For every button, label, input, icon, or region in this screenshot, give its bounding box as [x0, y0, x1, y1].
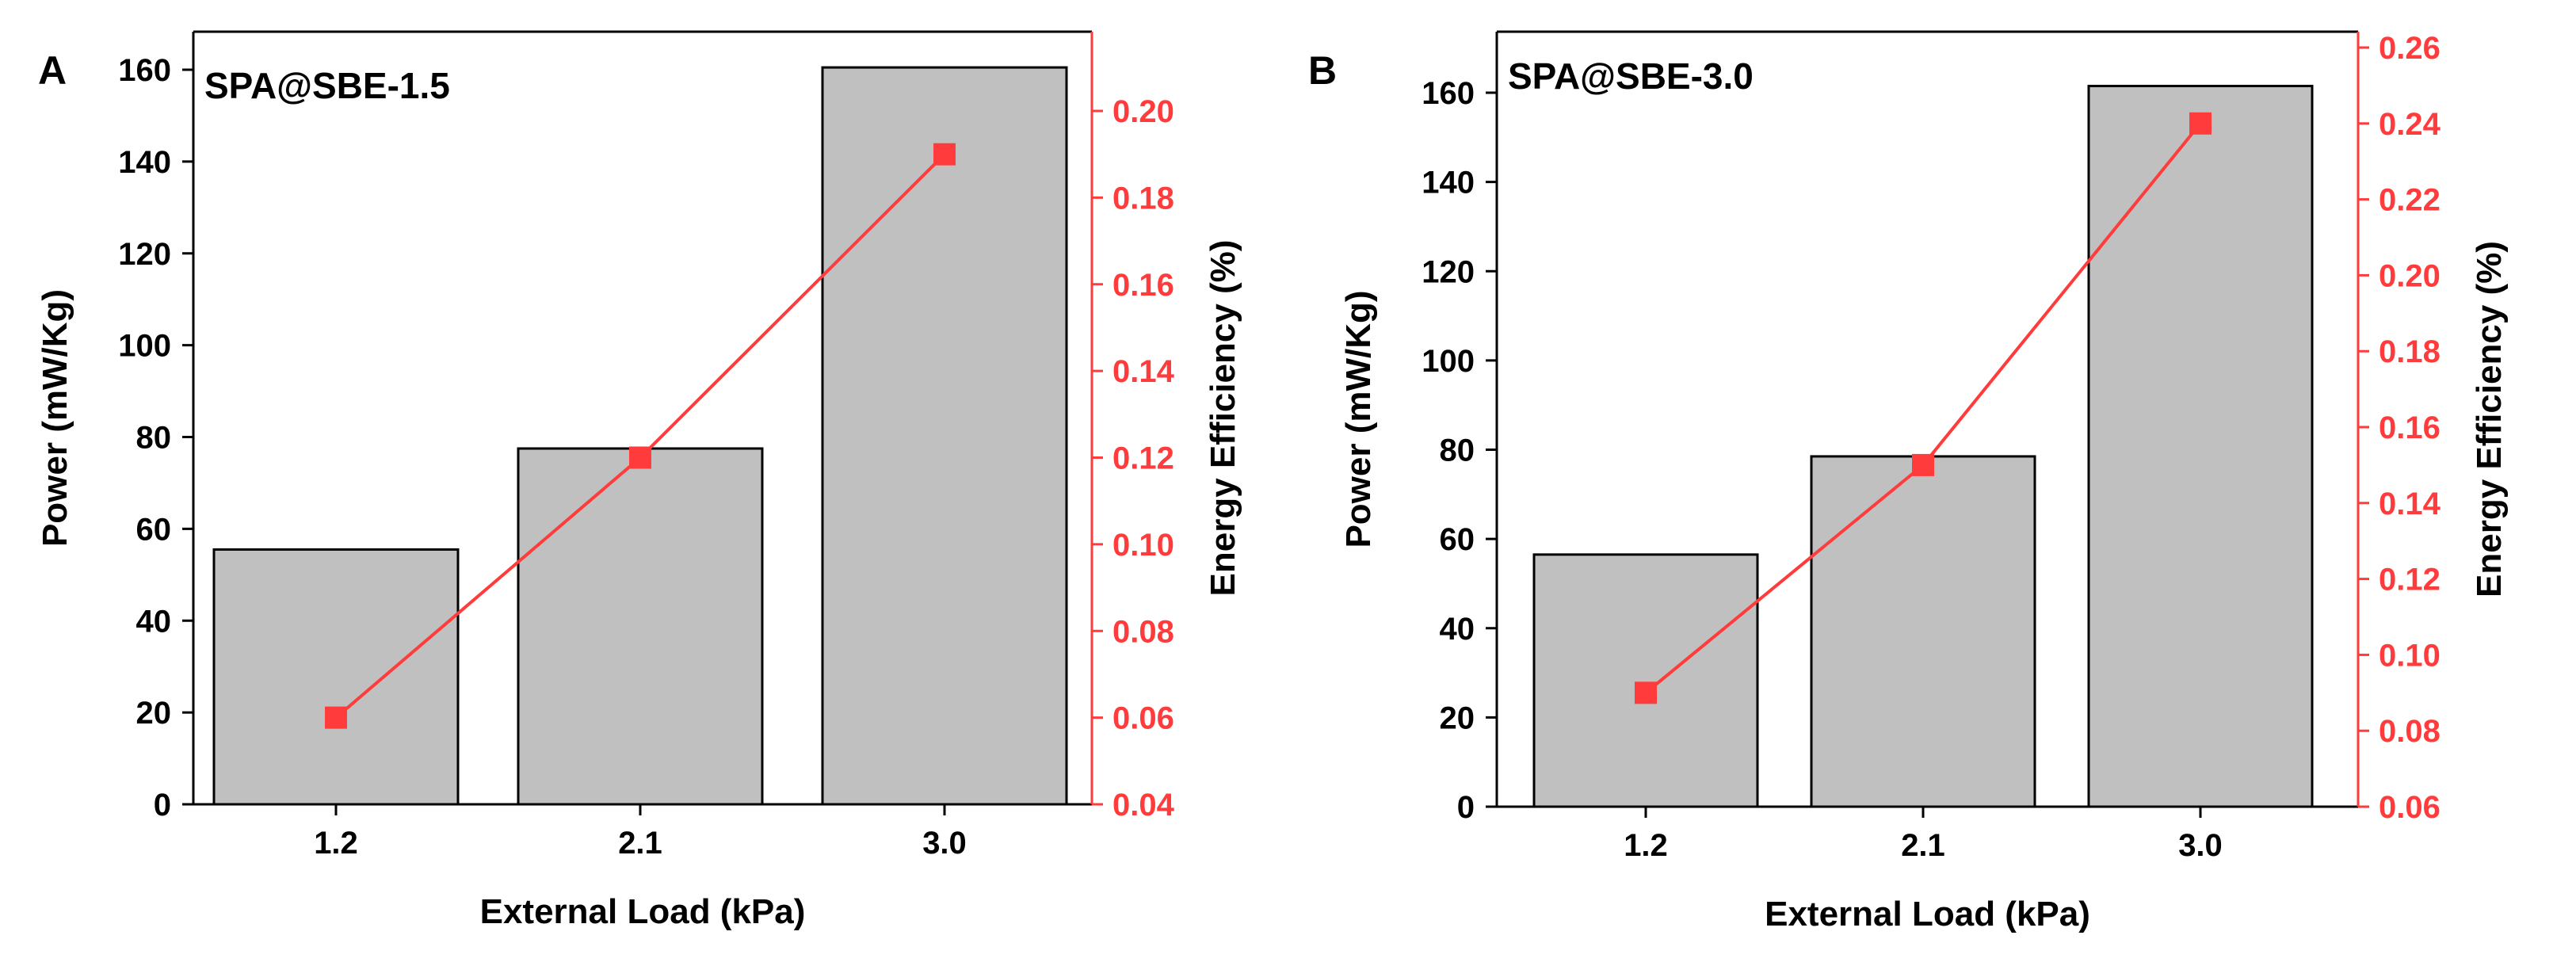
y-tick-label-right: 0.10: [2379, 638, 2441, 673]
panel-letter: B: [1308, 48, 1337, 93]
y-tick-label-right: 0.18: [1112, 181, 1174, 216]
y-tick-label-left: 0: [1457, 790, 1475, 825]
y-tick-label-left: 40: [136, 604, 172, 639]
efficiency-marker: [933, 143, 956, 166]
y-tick-label-left: 20: [1440, 701, 1475, 735]
bar: [1810, 455, 2036, 808]
y-axis-title-right: Energy Efficiency (%): [2470, 241, 2509, 597]
y-tick-label-right: 0.08: [2379, 714, 2441, 749]
y-tick-label-right: 0.06: [2379, 790, 2441, 825]
y-tick-label-right: 0.08: [1112, 614, 1174, 649]
panel-letter: A: [38, 48, 67, 93]
x-tick-label: 1.2: [1624, 828, 1668, 863]
inset-title: SPA@SBE-3.0: [1508, 55, 1754, 97]
y-tick-label-left: 40: [1440, 612, 1475, 647]
efficiency-marker: [325, 706, 347, 729]
x-tick-label: 2.1: [618, 826, 662, 861]
y-tick-label-right: 0.20: [2379, 258, 2441, 293]
y-tick-label-right: 0.14: [1112, 354, 1175, 389]
y-tick-label-right: 0.24: [2379, 107, 2441, 142]
y-tick-label-left: 60: [136, 512, 172, 547]
y-tick-label-right: 0.16: [1112, 268, 1174, 303]
x-axis-title: External Load (kPa): [480, 892, 806, 931]
y-tick-label-left: 100: [118, 329, 171, 364]
y-tick-label-right: 0.26: [2379, 31, 2441, 66]
y-axis-title-right: Energy Efficiency (%): [1204, 240, 1242, 597]
y-tick-label-left: 120: [118, 237, 171, 272]
y-tick-label-right: 0.22: [2379, 183, 2441, 218]
inset-title: SPA@SBE-1.5: [204, 65, 450, 106]
y-tick-label-left: 80: [136, 421, 172, 456]
y-tick-label-right: 0.04: [1112, 788, 1175, 823]
x-tick-label: 2.1: [1901, 828, 1945, 863]
efficiency-marker: [1912, 453, 1934, 476]
y-tick-label-right: 0.18: [2379, 334, 2441, 369]
x-tick-label: 1.2: [314, 826, 358, 861]
y-axis-title-left: Power (mW/Kg): [36, 289, 74, 547]
efficiency-marker: [1635, 681, 1657, 704]
y-tick-label-left: 120: [1422, 254, 1475, 289]
x-axis-title: External Load (kPa): [1765, 895, 2090, 933]
y-tick-label-right: 0.20: [1112, 94, 1174, 129]
y-tick-label-right: 0.14: [2379, 487, 2441, 521]
y-tick-label-right: 0.10: [1112, 528, 1174, 563]
y-tick-label-left: 20: [136, 696, 172, 731]
y-tick-label-right: 0.06: [1112, 701, 1174, 736]
y-tick-label-left: 80: [1440, 433, 1475, 468]
chart-panel-a: 1.2 2.1 3.0 0 20 40 60 80 100 120 140 160 0.04 0.06 0.…: [36, 30, 1242, 931]
y-tick-label-left: 160: [1422, 76, 1475, 111]
y-tick-label-right: 0.16: [2379, 410, 2441, 445]
y-axis-title-left: Power (mW/Kg): [1339, 290, 1378, 548]
y-tick-label-left: 140: [1422, 166, 1475, 200]
bar: [821, 66, 1068, 806]
y-tick-label-left: 100: [1422, 344, 1475, 379]
efficiency-marker: [629, 446, 651, 469]
bar: [212, 548, 460, 806]
y-tick-label-left: 140: [118, 145, 171, 180]
y-tick-label-right: 0.12: [1112, 441, 1174, 476]
y-tick-label-left: 60: [1440, 522, 1475, 557]
y-tick-label-left: 160: [118, 53, 171, 88]
chart-panel-b: 1.2 2.1 3.0 0 20 40 60 80 100 120 140 160 0.06 0.08 0.…: [1308, 30, 2509, 933]
bar: [1532, 553, 1759, 808]
x-tick-label: 3.0: [2178, 828, 2223, 863]
bar: [517, 447, 764, 806]
y-tick-label-left: 0: [154, 788, 171, 823]
x-tick-label: 3.0: [922, 826, 967, 861]
y-tick-label-right: 0.12: [2379, 563, 2441, 597]
efficiency-marker: [2189, 112, 2212, 135]
bar: [2087, 85, 2314, 808]
